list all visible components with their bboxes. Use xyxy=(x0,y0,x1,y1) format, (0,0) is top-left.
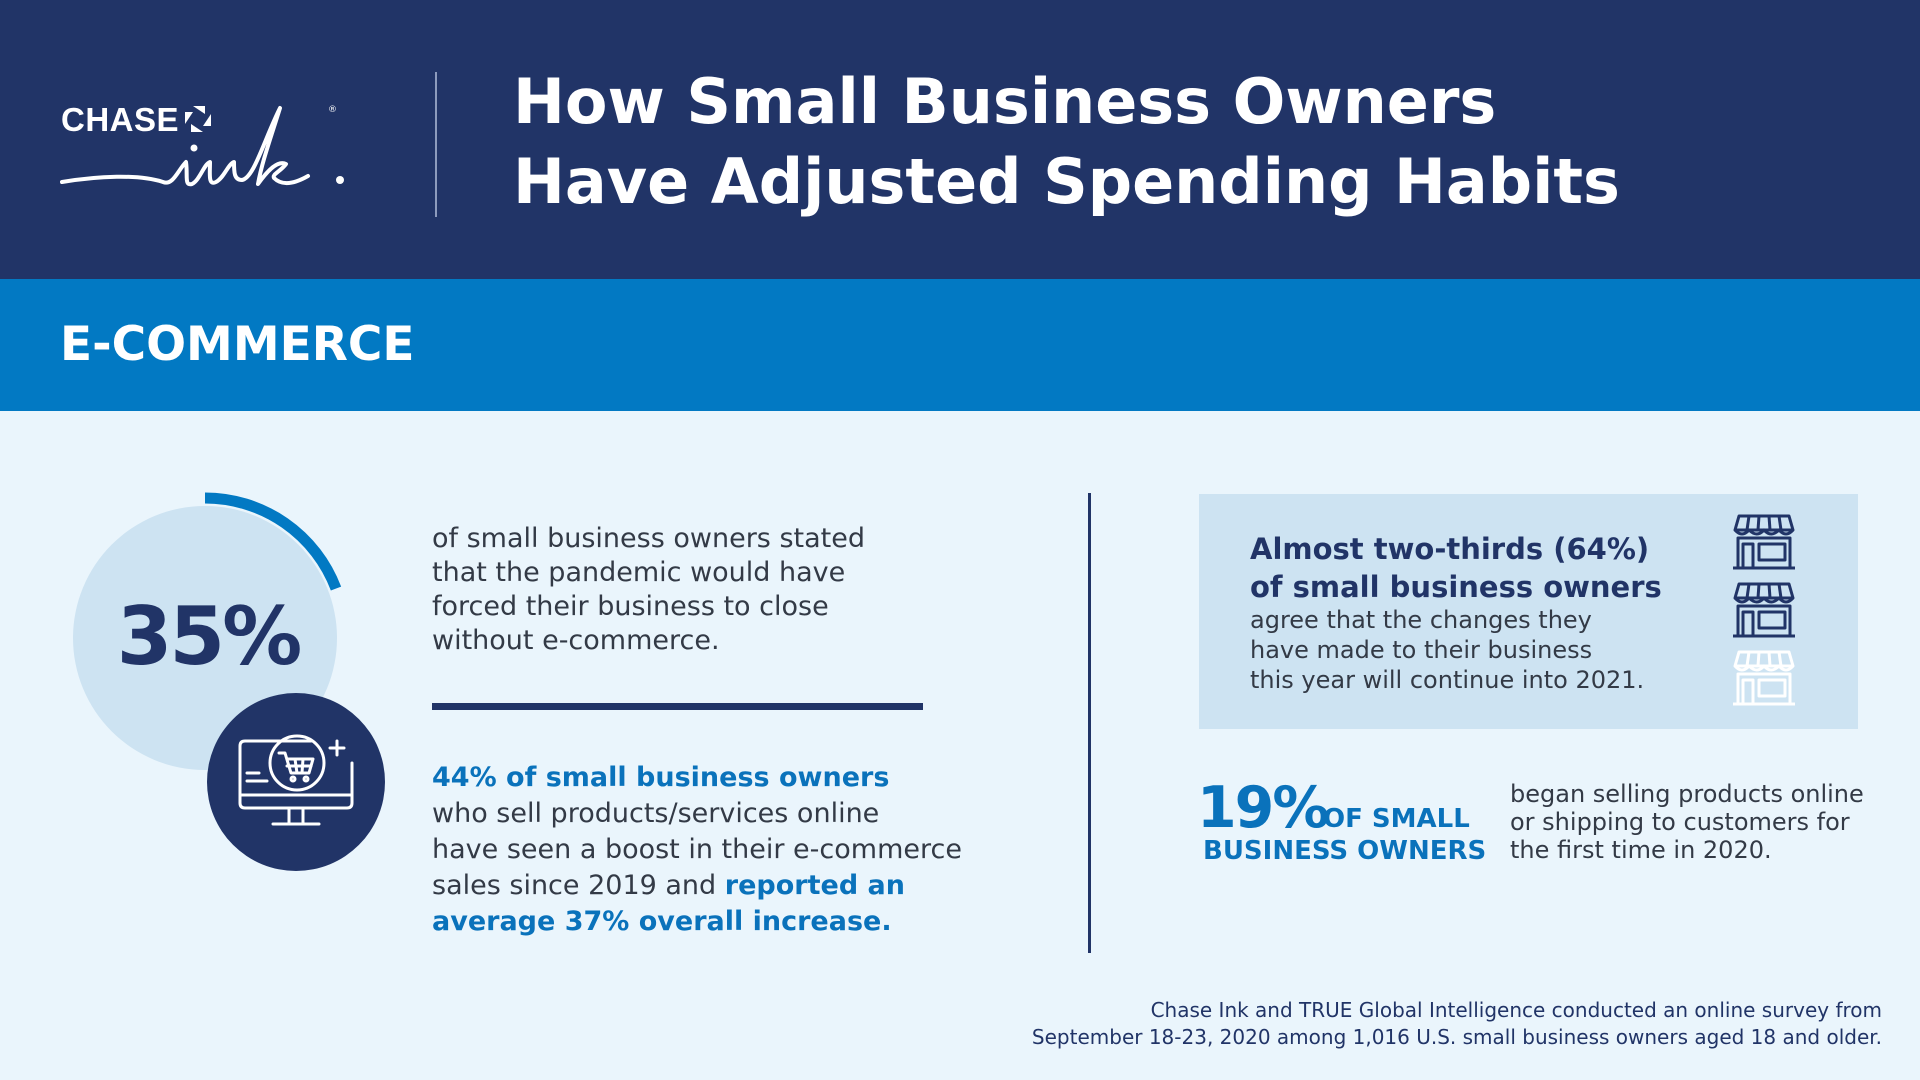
stat-19-line: or shipping to customers for xyxy=(1510,808,1850,836)
stat-44-increase-highlight-2: average 37% overall increase. xyxy=(432,906,892,937)
stat-64-heading-line: Almost two-thirds (64%) xyxy=(1250,532,1650,566)
stat-19-label-line1: OF SMALL xyxy=(1323,804,1470,834)
stat-64-body-line: have made to their business xyxy=(1250,636,1593,664)
stat-19-number: 19% xyxy=(1197,775,1329,841)
center-divider xyxy=(1088,493,1091,953)
title-line-1: How Small Business Owners xyxy=(513,65,1497,138)
stat-19-label-line2: BUSINESS OWNERS xyxy=(1203,836,1487,866)
storefront-icon xyxy=(1733,582,1795,638)
stat-64-body-line: this year will continue into 2021. xyxy=(1250,666,1645,694)
storefront-icon-faded xyxy=(1733,650,1795,706)
stat-44-line: have seen a boost in their e-commerce xyxy=(432,834,962,865)
stat-35-line: forced their business to close xyxy=(432,591,829,622)
stat-35-value: 35% xyxy=(116,590,302,683)
registered-mark: ® xyxy=(328,105,337,115)
stat-64-heading-line: of small business owners xyxy=(1250,570,1662,604)
storefront-icon xyxy=(1733,514,1795,570)
page-title: How Small Business Owners Have Adjusted … xyxy=(513,62,1620,222)
stat-64-heading: Almost two-thirds (64%) of small busines… xyxy=(1250,530,1730,606)
title-line-2: Have Adjusted Spending Habits xyxy=(513,145,1620,218)
footnote-line: Chase Ink and TRUE Global Intelligence c… xyxy=(1150,998,1882,1022)
stat-44-highlight: 44% of small business owners xyxy=(432,762,890,793)
stat-35-line: that the pandemic would have xyxy=(432,557,846,588)
header-divider xyxy=(435,72,437,217)
stat-44-increase-highlight: reported an xyxy=(724,870,905,901)
section-title: E-COMMERCE xyxy=(60,317,415,372)
stat-19-value: 19% xyxy=(1197,775,1329,841)
stat-64-body-line: agree that the changes they xyxy=(1250,606,1592,634)
header-banner: CHASE ® How Small Business Owners Have A… xyxy=(0,0,1920,279)
stat-35-line: of small business owners stated xyxy=(432,523,865,554)
stat-44-plain: sales since 2019 and xyxy=(432,870,725,901)
footnote-line: September 18-23, 2020 among 1,016 U.S. s… xyxy=(1031,1025,1882,1049)
stat-19-line: began selling products online xyxy=(1510,780,1864,808)
survey-footnote: Chase Ink and TRUE Global Intelligence c… xyxy=(982,997,1882,1051)
stat-35-description: of small business owners stated that the… xyxy=(432,522,992,658)
stat-19-description: began selling products online or shippin… xyxy=(1510,780,1900,864)
monitor-shopping-cart-icon xyxy=(207,693,385,871)
stat-44-line: who sell products/services online xyxy=(432,798,880,829)
left-divider-rule xyxy=(432,703,923,710)
stat-19-line: the first time in 2020. xyxy=(1510,836,1772,864)
stat-44-line: sales since 2019 and reported an xyxy=(432,868,1032,904)
chase-octagon-icon xyxy=(185,106,211,132)
chase-logo-text: CHASE xyxy=(61,101,180,138)
stat-35-line: without e-commerce. xyxy=(432,625,720,656)
stat-44-description: 44% of small business owners who sell pr… xyxy=(432,760,1032,940)
ink-script-logo: ® xyxy=(60,105,344,187)
section-band xyxy=(0,279,1920,411)
stat-64-body: agree that the changes they have made to… xyxy=(1250,605,1720,695)
